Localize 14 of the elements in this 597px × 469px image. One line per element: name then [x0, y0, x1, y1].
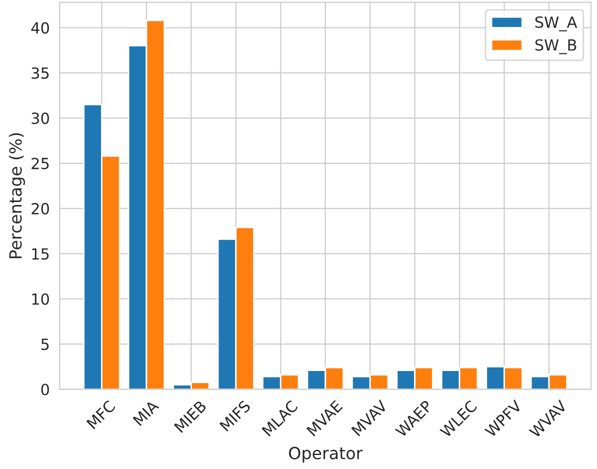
- y-tick-label: 0: [41, 384, 49, 396]
- y-tick-label: 30: [32, 112, 49, 124]
- legend-label: SW_A: [535, 16, 578, 32]
- legend-label: SW_B: [535, 39, 576, 54]
- y-tick-label: 10: [32, 293, 49, 305]
- y-tick-label: 5: [41, 338, 49, 350]
- y-tick-label: 20: [32, 202, 49, 214]
- y-tick-label: 35: [32, 67, 49, 79]
- y-axis-title: Percentage (%): [8, 133, 25, 258]
- y-tick-label: 15: [32, 248, 49, 260]
- x-tick-label: MIA: [132, 399, 160, 426]
- y-tick-label: 25: [32, 158, 49, 170]
- y-tick-label: 40: [31, 22, 49, 34]
- x-axis-title: Operator: [289, 446, 363, 463]
